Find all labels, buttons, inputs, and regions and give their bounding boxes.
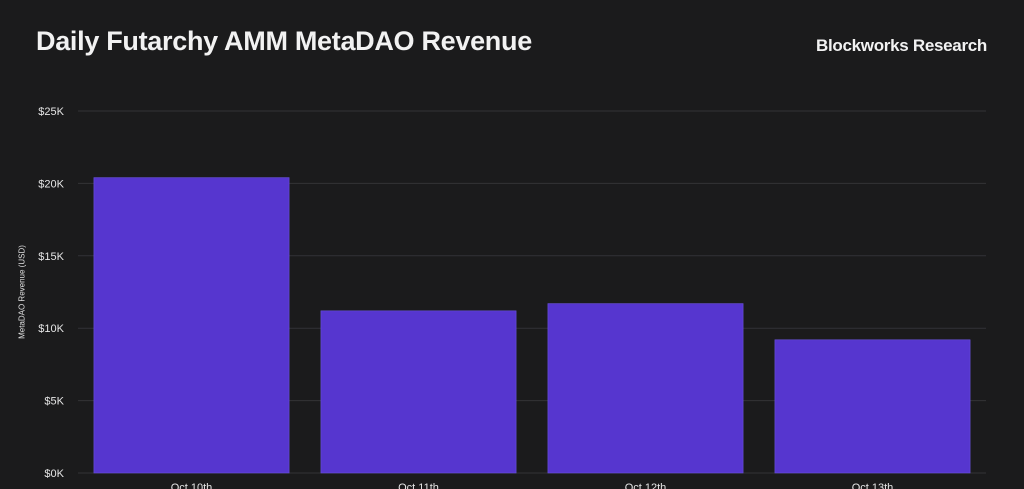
bar <box>93 177 290 474</box>
y-tick-label: $15K <box>38 251 64 263</box>
chart-title: Daily Futarchy AMM MetaDAO Revenue <box>36 26 532 56</box>
x-tick-label: Oct 13th <box>852 482 894 489</box>
y-tick-label: $10K <box>38 323 64 335</box>
y-tick-label: $25K <box>38 106 64 118</box>
bar <box>774 339 971 474</box>
bar <box>320 310 517 474</box>
x-tick-label: Oct 12th <box>625 482 667 489</box>
x-tick-label: Oct 11th <box>398 482 439 489</box>
y-tick-label: $20K <box>38 178 64 190</box>
brand-logo-text: Blockworks Research <box>816 36 987 55</box>
y-tick-label: $5K <box>44 396 64 408</box>
x-tick-label: Oct 10th <box>171 482 213 489</box>
bar <box>547 303 744 474</box>
y-tick-label: $0K <box>44 468 64 480</box>
